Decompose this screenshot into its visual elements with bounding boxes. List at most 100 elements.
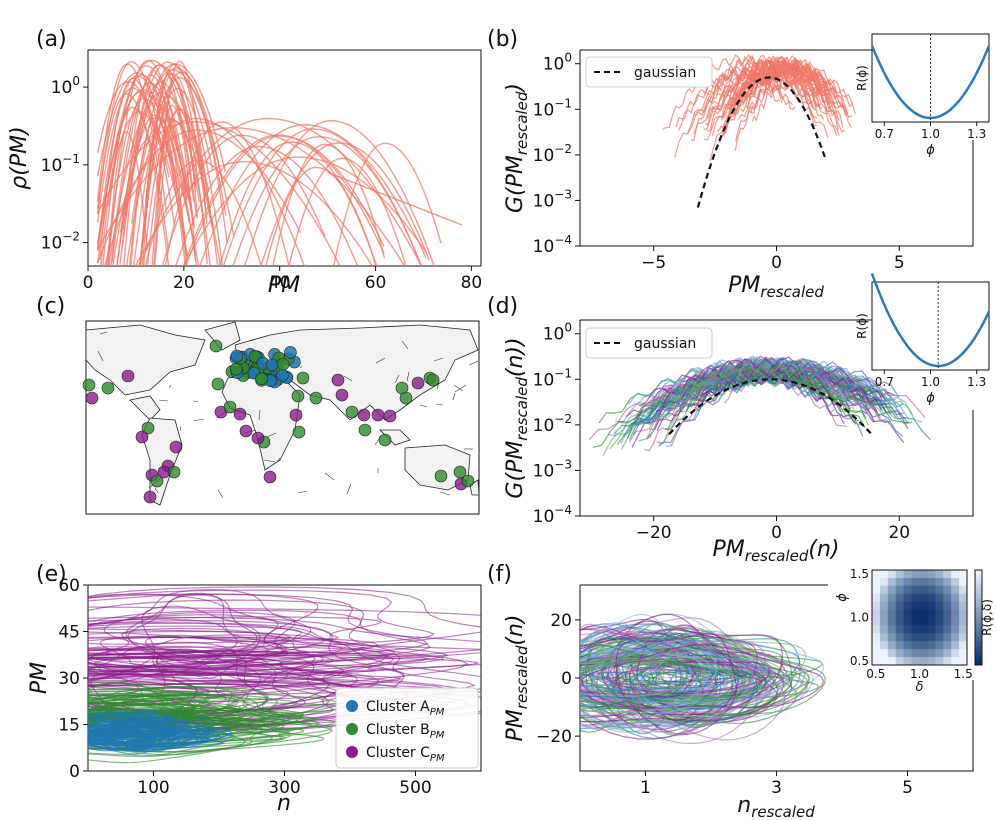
colorbar-segment (975, 570, 982, 576)
heatmap-cell (927, 593, 936, 603)
chart-a-density-curve (96, 60, 165, 215)
heatmap-cell (935, 633, 944, 642)
chart-e-series-curve (92, 724, 232, 749)
chart-f-series-curve (607, 646, 811, 699)
legend-label-a: Cluster APM (366, 699, 445, 718)
heatmap-cell (951, 625, 960, 634)
chart-e-curves (88, 586, 481, 764)
heatmap-cell (919, 593, 928, 603)
map-border (439, 491, 451, 496)
heatmap-cell (911, 641, 920, 650)
chart-a-density-curve (183, 134, 385, 266)
map-border (168, 384, 172, 389)
heatmap-cell (887, 570, 897, 579)
colorbar-segment (975, 593, 982, 599)
chart-d-xticks: −20 0 20 (636, 516, 910, 543)
colorbar-segment (975, 641, 982, 647)
chart-a-density-curve (130, 67, 223, 224)
map-c (82, 320, 480, 515)
heatmap-cell (879, 577, 889, 587)
chart-e-series-curve (88, 719, 232, 737)
map-city-dot (292, 425, 306, 439)
chart-e-series-curve (104, 627, 365, 664)
map-border (394, 374, 400, 384)
heatmap-cell (879, 649, 889, 658)
chart-b-inset-ylabel: R(ϕ) (855, 65, 869, 91)
chart-e-series-curve (88, 680, 399, 714)
chart-f-series-curve (611, 636, 786, 741)
chart-a-density-curve (134, 161, 374, 266)
heatmap-cell (911, 601, 920, 611)
heatmap-cell (951, 585, 960, 595)
heatmap-cell (895, 617, 905, 626)
chart-d-series-curve (656, 358, 844, 412)
heatmap-cell (895, 570, 905, 579)
heatmap-cell (943, 649, 952, 658)
map-border (374, 438, 380, 446)
chart-a-ytick-label: 10−1 (41, 152, 80, 176)
heatmap-cell (935, 625, 944, 634)
heatmap-cell (951, 601, 960, 611)
map-border (454, 384, 467, 393)
heatmap-cell (879, 601, 889, 611)
chart-d-series-curve (670, 356, 865, 416)
heatmap-cell (872, 585, 881, 595)
colorbar-segment (975, 579, 982, 585)
heatmap-cell (927, 625, 936, 634)
chart-b-ytick-label: 100 (543, 51, 572, 75)
chart-a-density-curve (151, 104, 197, 266)
map-city-dot (101, 381, 115, 395)
heatmap-cell (919, 601, 928, 611)
heatmap-cell (935, 649, 944, 658)
chart-d-xtick-label: 20 (888, 523, 910, 543)
chart-e-xtick-label: 300 (268, 778, 300, 798)
chart-f-series-curve (585, 651, 695, 693)
chart-b-series-curve (704, 73, 796, 127)
chart-f-series-curve (580, 640, 711, 728)
map-city-dot (291, 389, 305, 403)
colorbar-segment (975, 589, 982, 595)
chart-f-ylabel: PMrescaled(n) (503, 615, 531, 742)
chart-e-series-curve (88, 686, 272, 732)
map-border (266, 432, 277, 438)
map-border (453, 384, 464, 392)
chart-d-inset-xtick-label: 1.3 (967, 375, 986, 389)
chart-b-inset-xtick-label: 1.0 (921, 127, 940, 141)
chart-d-xtick-label: 0 (771, 523, 782, 543)
chart-e-ytick-label: 30 (58, 669, 80, 689)
map-city-dot (121, 369, 135, 383)
chart-e-ylabel: PM (27, 662, 52, 694)
heatmap-cell (903, 633, 913, 642)
heatmap-cell (935, 593, 944, 603)
map-border (158, 399, 169, 402)
heatmap-cell (935, 617, 944, 626)
chart-e: 100 300 500 0 15 30 45 60 n PM Cluster APM Clu… (27, 576, 482, 816)
heatmap-cell (911, 633, 920, 642)
map-city-dot (82, 378, 96, 392)
heatmap-cell (895, 625, 905, 634)
heatmap-cell (951, 617, 960, 626)
heatmap-cell (903, 617, 913, 626)
heatmap-cell (943, 617, 952, 626)
chart-b-series-curve (731, 54, 853, 119)
panel-label-b: (b) (487, 27, 518, 52)
chart-b-series-curve (677, 68, 793, 131)
chart-b-legend: gaussian (585, 56, 713, 88)
heatmap-cell (927, 577, 936, 587)
chart-a-density-curve (265, 166, 377, 266)
heatmap-cell (895, 593, 905, 603)
heatmap-cell (951, 577, 960, 587)
heatmap-cell (872, 617, 881, 626)
chart-b: −5 0 5 100 10−1 10−2 10−3 10−4 PMrescaled G(PM… (503, 33, 991, 301)
map-city-dot (85, 391, 99, 405)
chart-a-curves (96, 59, 463, 266)
map-city-dot (169, 440, 183, 454)
heatmap-cell (959, 570, 968, 579)
chart-a-density-curve (119, 61, 214, 233)
colorbar-segment (975, 598, 982, 604)
chart-f-yticks: 20 0 −20 (536, 611, 580, 747)
heatmap-cell (911, 649, 920, 658)
heatmap-xtick-label: 0.5 (866, 667, 885, 681)
chart-b-ytick-label: 10−3 (533, 187, 572, 211)
map-border (297, 490, 308, 494)
